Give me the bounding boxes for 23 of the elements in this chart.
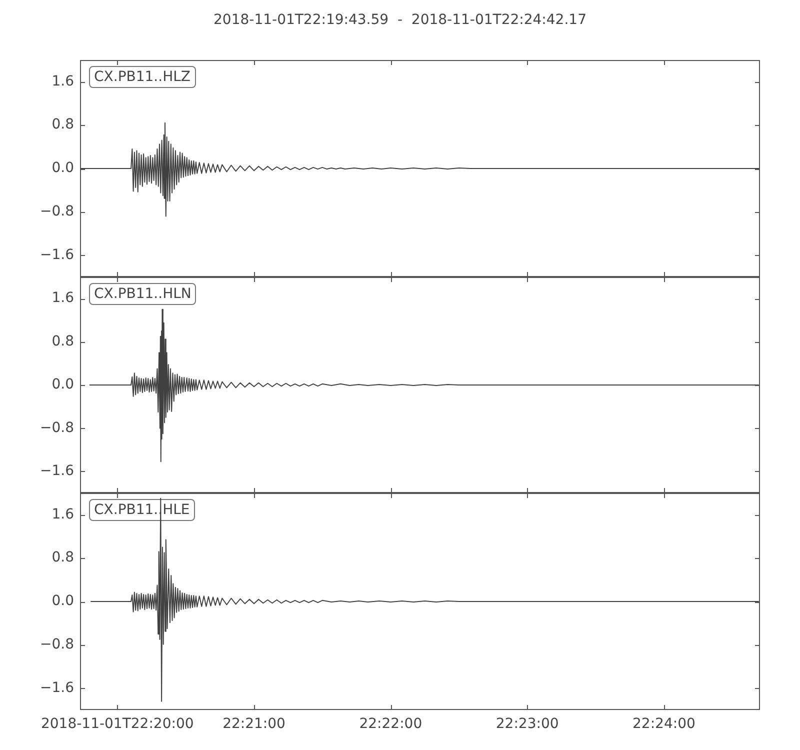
- y-tick-label: 1.6: [52, 290, 74, 306]
- y-tick-label: −1.6: [40, 680, 74, 696]
- y-tick-label: −1.6: [40, 246, 74, 263]
- y-tick-label: 0.0: [52, 593, 74, 610]
- y-tick-label: 1.6: [52, 506, 74, 522]
- y-tick-label: 0.8: [52, 116, 74, 133]
- y-tick-label: 0.8: [52, 550, 74, 566]
- chart-title: 2018-11-01T22:19:43.59 - 2018-11-01T22:24:42.17: [214, 12, 586, 28]
- y-tick-label: 0.0: [52, 376, 74, 393]
- x-tick-label: 22:23:00: [496, 716, 559, 732]
- x-tick-label: 22:21:00: [222, 716, 286, 732]
- annotation: CX.PB11..HLZ: [89, 66, 196, 88]
- y-tick-label: −0.8: [40, 636, 74, 653]
- x-tick-label: 22:22:00: [359, 716, 422, 732]
- x-tick-label: 22:24:00: [632, 716, 696, 732]
- y-tick-label: −1.6: [40, 463, 74, 480]
- y-tick-label: −0.8: [40, 204, 74, 220]
- x-tick-label: 2018-11-01T22:20:00: [40, 716, 194, 732]
- y-tick-label: 0.0: [52, 160, 74, 176]
- y-tick-label: −0.8: [40, 420, 74, 436]
- annotation: CX.PB11..HLN: [89, 283, 196, 305]
- y-tick-label: 1.6: [52, 73, 74, 90]
- y-tick-label: 0.8: [52, 333, 74, 350]
